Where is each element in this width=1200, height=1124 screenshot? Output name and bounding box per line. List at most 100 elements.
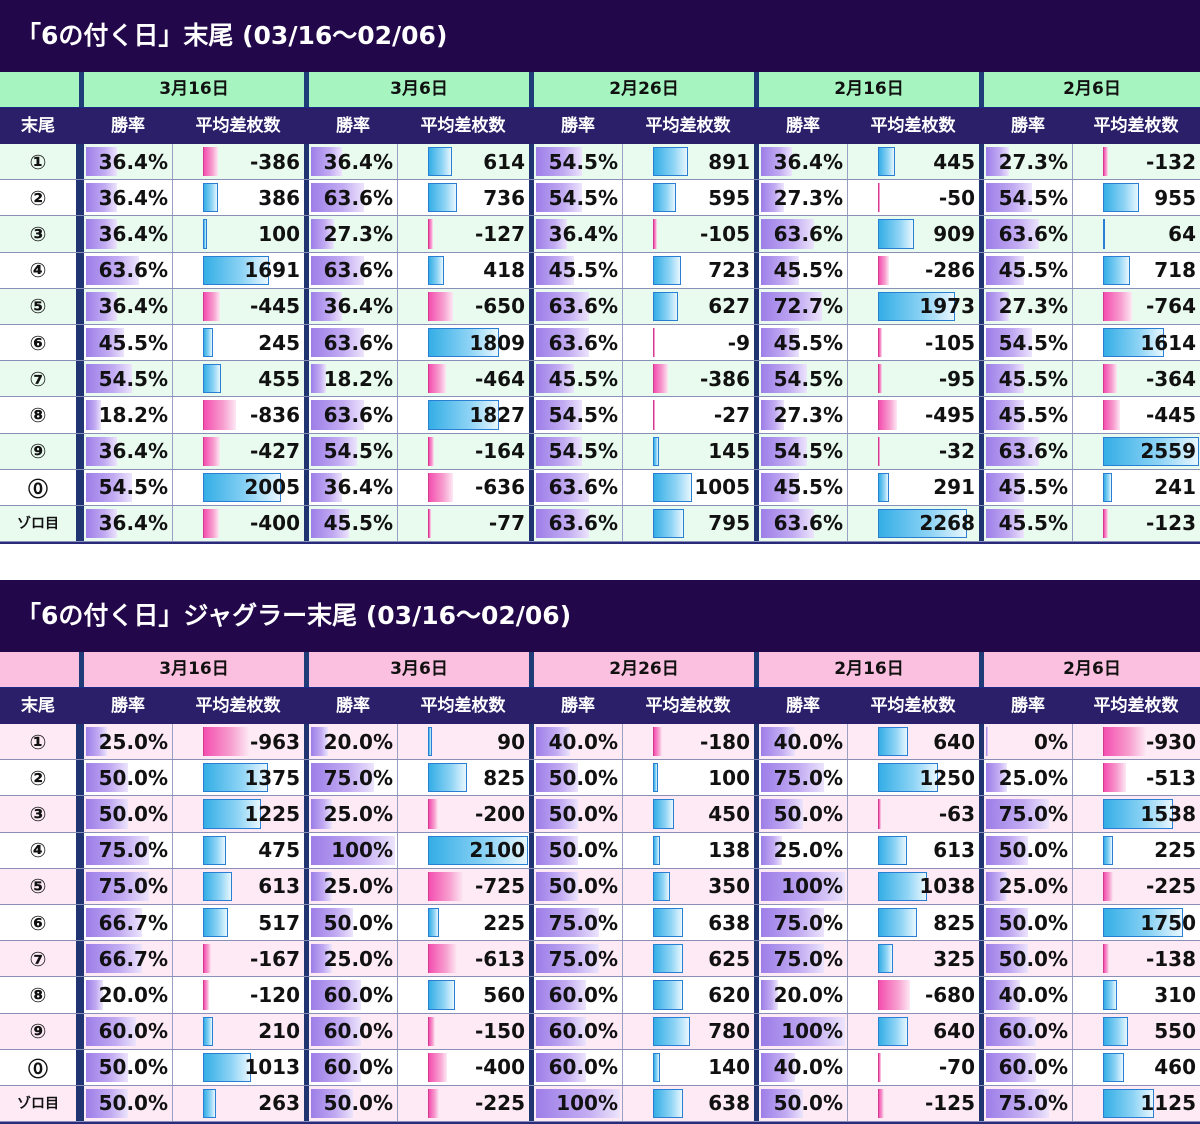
positive-diff-bar [653, 436, 659, 466]
table-row: ② 50.0% 1375 75.0% 825 50.0% 100 75.0% 1250 25.0%… [0, 760, 1200, 797]
date-header: 3月6日 [309, 72, 529, 107]
avg-diff-cell: 1691 [172, 252, 304, 288]
table-row: ⑧ 20.0% -120 60.0% 560 60.0% 620 20.0% -680 40.0%… [0, 977, 1200, 1014]
date-header: 2月6日 [984, 72, 1200, 107]
win-rate-value: 36.4% [98, 439, 168, 464]
win-rate-value: 25.0% [323, 946, 393, 971]
avg-diff-value: -105 [699, 221, 750, 246]
avg-diff-cell: 1125 [1072, 1085, 1200, 1122]
win-rate-cell: 25.0% [309, 869, 397, 904]
avg-diff-cell: -930 [1072, 724, 1200, 760]
column-separator [76, 1013, 84, 1049]
positive-diff-bar [878, 147, 896, 177]
column-separator [304, 796, 309, 832]
column-separator [754, 724, 759, 760]
avg-diff-cell: 736 [397, 180, 529, 216]
negative-diff-bar [878, 183, 880, 213]
column-separator [76, 796, 84, 832]
avg-diff-value: 1375 [244, 765, 300, 790]
win-rate-value: 100% [781, 874, 843, 899]
avg-diff-value: 550 [1154, 1019, 1196, 1044]
column-header-rate: 勝率 [111, 116, 145, 136]
negative-diff-bar [203, 944, 211, 974]
win-rate-value: 75.0% [98, 838, 168, 863]
win-rate-cell: 27.3% [984, 289, 1072, 324]
negative-diff-bar [428, 508, 431, 539]
win-rate-bar [536, 1016, 587, 1046]
win-rate-value: 63.6% [323, 258, 393, 283]
win-rate-cell: 25.0% [84, 724, 172, 759]
avg-diff-cell: 445 [847, 144, 979, 180]
win-rate-bar [536, 219, 567, 249]
win-rate-bar [986, 799, 1049, 829]
win-rate-cell: 45.5% [984, 361, 1072, 396]
avg-diff-value: 1005 [694, 475, 750, 500]
column-separator [529, 904, 534, 941]
win-rate-bar [536, 1088, 620, 1119]
win-rate-cell: 36.4% [84, 289, 172, 324]
win-rate-value: 36.4% [323, 294, 393, 319]
avg-diff-cell: 325 [847, 941, 979, 977]
column-header-diff: 平均差枚数 [1093, 116, 1179, 136]
avg-diff-value: -386 [699, 366, 750, 391]
avg-diff-cell: -464 [397, 361, 529, 397]
positive-diff-bar [203, 799, 262, 829]
win-rate-cell: 45.5% [984, 470, 1072, 505]
column-separator [304, 724, 309, 760]
negative-diff-bar [878, 255, 890, 285]
date-separator [754, 72, 759, 107]
win-rate-bar [311, 1088, 353, 1119]
column-header-rate: 勝率 [1011, 116, 1045, 136]
win-rate-bar [311, 799, 332, 829]
win-rate-bar [536, 727, 570, 757]
column-separator [76, 252, 84, 288]
column-header-diff: 平均差枚数 [195, 696, 281, 716]
column-separator [754, 361, 759, 397]
positive-diff-bar [203, 1052, 252, 1082]
avg-diff-value: 310 [1154, 982, 1196, 1007]
win-rate-value: 27.3% [998, 294, 1068, 319]
win-rate-cell: 45.5% [309, 506, 397, 541]
row-label: ① [29, 729, 47, 754]
avg-diff-cell: 350 [622, 868, 754, 904]
positive-diff-bar [653, 1088, 684, 1119]
win-rate-bar [311, 255, 365, 285]
win-rate-cell: 63.6% [534, 325, 622, 360]
win-rate-value: 100% [781, 1019, 843, 1044]
column-separator [529, 180, 534, 216]
negative-diff-bar [203, 727, 249, 757]
column-separator [304, 216, 309, 252]
win-rate-cell: 0% [984, 724, 1072, 759]
win-rate-bar [311, 763, 374, 793]
avg-diff-cell: 1038 [847, 868, 979, 904]
column-separator [304, 469, 309, 505]
table-row: ⑤ 36.4% -445 36.4% -650 63.6% 627 72.7% 1973 27.3… [0, 288, 1200, 325]
win-rate-bar [86, 727, 107, 757]
row-label: ③ [29, 221, 47, 246]
date-header-row: 3月16日 3月6日 2月26日 2月16日 2月6日 [0, 652, 1200, 688]
avg-diff-value: 1691 [244, 258, 300, 283]
win-rate-value: 40.0% [773, 729, 843, 754]
win-rate-value: 54.5% [323, 439, 393, 464]
win-rate-value: 50.0% [323, 1091, 393, 1116]
column-separator [754, 469, 759, 505]
avg-diff-value: -77 [488, 511, 525, 536]
positive-diff-bar [878, 763, 938, 793]
column-header-diff: 平均差枚数 [1093, 696, 1179, 716]
avg-diff-value: 595 [708, 185, 750, 210]
avg-diff-cell: -725 [397, 868, 529, 904]
column-separator [979, 433, 984, 469]
win-rate-cell: 54.5% [759, 361, 847, 396]
negative-diff-bar [1103, 291, 1132, 321]
avg-diff-value: -70 [938, 1055, 975, 1080]
win-rate-value: 50.0% [773, 1091, 843, 1116]
win-rate-bar [311, 436, 357, 466]
win-rate-cell: 27.3% [759, 180, 847, 215]
win-rate-value: 72.7% [773, 294, 843, 319]
win-rate-cell: 63.6% [309, 325, 397, 360]
win-rate-value: 60.0% [323, 1055, 393, 1080]
win-rate-cell: 66.7% [84, 941, 172, 976]
column-separator [76, 1049, 84, 1085]
avg-diff-value: 445 [933, 149, 975, 174]
column-header-rate: 勝率 [786, 116, 820, 136]
